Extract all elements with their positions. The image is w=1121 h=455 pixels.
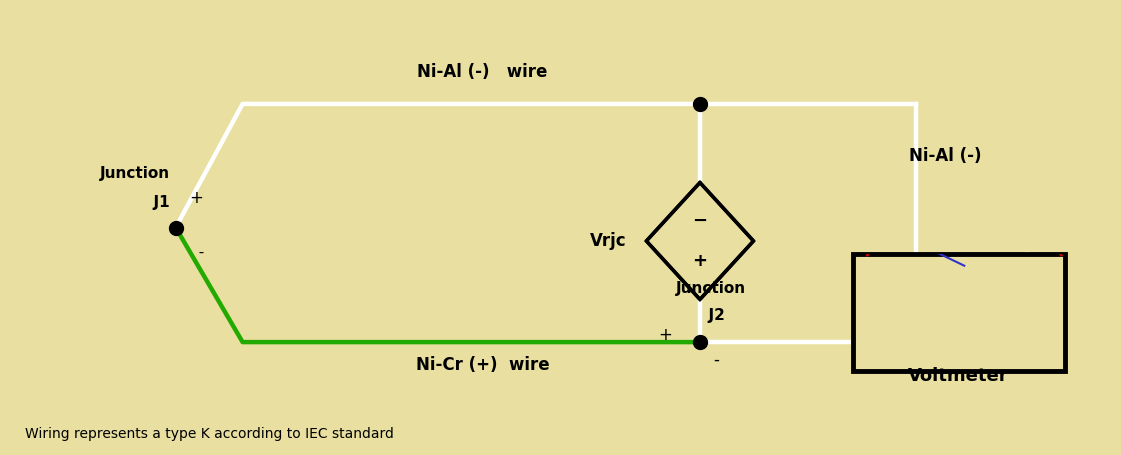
Text: Ni-Al (-)   wire: Ni-Al (-) wire	[417, 63, 547, 81]
Text: -: -	[713, 351, 720, 369]
Point	[691, 339, 708, 346]
Point	[167, 224, 185, 231]
Text: Ni-Cr (+)  wire: Ni-Cr (+) wire	[416, 355, 549, 374]
Text: +: +	[693, 252, 707, 270]
Text: +: +	[189, 189, 203, 207]
Text: -: -	[189, 245, 204, 260]
Text: Vrjc: Vrjc	[590, 232, 627, 250]
Text: Junction: Junction	[100, 166, 170, 181]
Text: J1: J1	[143, 195, 170, 210]
Text: −: −	[693, 212, 707, 230]
Polygon shape	[647, 182, 753, 299]
Text: J2: J2	[697, 308, 724, 323]
Text: +: +	[658, 326, 673, 344]
FancyBboxPatch shape	[853, 254, 1065, 371]
Point	[691, 100, 708, 107]
Text: Junction: Junction	[676, 281, 747, 296]
Text: Wiring represents a type K according to IEC standard: Wiring represents a type K according to …	[25, 427, 393, 441]
Text: Ni-Al (-): Ni-Al (-)	[909, 147, 982, 165]
Text: Voltmeter: Voltmeter	[908, 367, 1009, 385]
